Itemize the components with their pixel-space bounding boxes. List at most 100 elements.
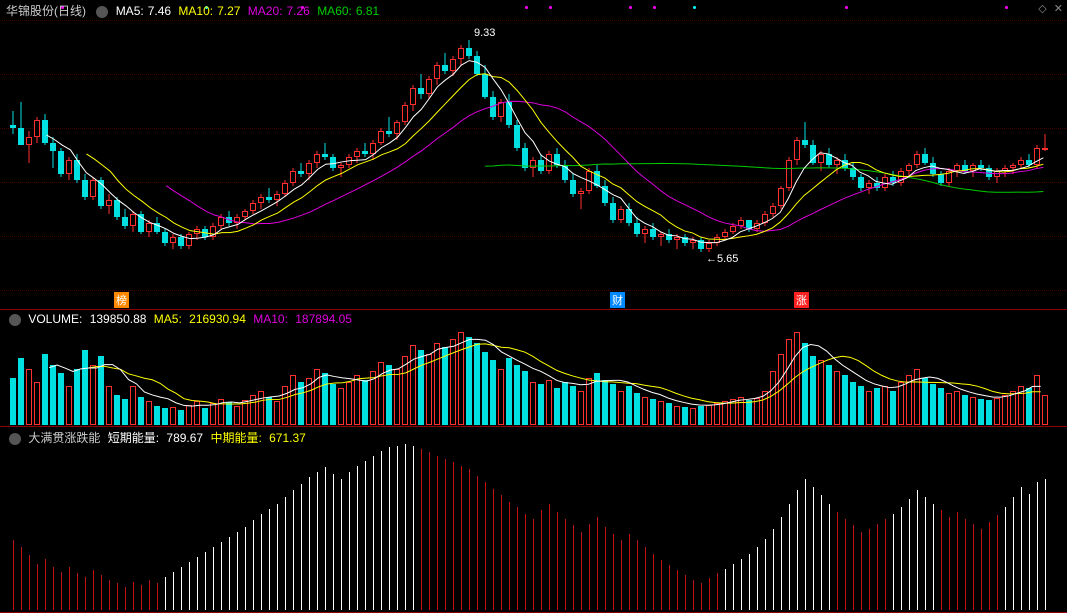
candle [946,0,952,309]
candle [898,0,904,309]
volume-bar [74,369,80,425]
candle [258,0,264,309]
candle [858,0,864,309]
candle [914,0,920,309]
volume-bar [642,397,648,425]
candle [778,0,784,309]
energy-bar [141,585,142,610]
eye-icon[interactable] [9,314,21,326]
candle [986,0,992,309]
candle [442,0,448,309]
candle [842,0,848,309]
candle [242,0,248,309]
volume-panel[interactable]: VOLUME: 139850.88 MA5: 216930.94 MA10: 1… [0,310,1067,427]
energy-bar [61,572,62,610]
energy-bar [1029,494,1030,610]
volume-bar [962,395,968,425]
candle [634,0,640,309]
energy-bar [21,547,22,610]
volume-bar [306,378,312,425]
candle [106,0,112,309]
candle [610,0,616,309]
candle [642,0,648,309]
energy-bar [717,573,718,610]
energy-bar [565,519,566,610]
energy-mid-value: 671.37 [269,431,306,445]
volume-bar [330,384,336,425]
candle [530,0,536,309]
candle [970,0,976,309]
energy-bar [917,490,918,610]
volume-bar [746,400,752,425]
energy-bar [693,580,694,610]
candle [114,0,120,309]
volume-bar [986,400,992,425]
volume-bar [66,386,72,425]
volume-bar [554,388,560,425]
energy-bar [685,575,686,610]
energy-bar [333,474,334,610]
energy-bar [173,572,174,610]
volume-bar [362,380,368,425]
energy-bar [365,461,366,610]
candle [226,0,232,309]
volume-bar [530,382,536,425]
energy-bar [757,547,758,610]
volume-bar [138,397,144,425]
candle [754,0,760,309]
volume-bar [714,403,720,425]
volume-bar [42,354,48,425]
energy-bar [461,466,462,610]
candle [554,0,560,309]
vol-ma5-label: MA5: [154,312,182,326]
volume-bar [522,371,528,425]
volume-bar [210,403,216,425]
volume-bar [546,380,552,425]
energy-bar [389,447,390,610]
energy-bar [101,575,102,610]
energy-panel[interactable]: 大满贯涨跌能 短期能量: 789.67 中期能量: 671.37 [0,427,1067,613]
eye-icon[interactable] [9,433,21,445]
candle [314,0,320,309]
energy-bar [677,570,678,610]
candle [66,0,72,309]
energy-bar [973,524,974,610]
candle [266,0,272,309]
energy-bar [733,564,734,610]
candle [218,0,224,309]
energy-bar [381,451,382,610]
candle [282,0,288,309]
volume-bar [258,391,264,425]
candle [882,0,888,309]
volume-bar [26,369,32,425]
candle [1002,0,1008,309]
volume-bar [626,386,632,425]
volume-bar [218,399,224,425]
energy-bar [597,517,598,610]
volume-bar [674,406,680,425]
candle [434,0,440,309]
volume-bar [490,360,496,425]
candle [578,0,584,309]
energy-bar [781,517,782,610]
candle [690,0,696,309]
candle [306,0,312,309]
candle [698,0,704,309]
energy-bar [453,462,454,610]
candle [338,0,344,309]
candle [906,0,912,309]
eye-icon[interactable] [96,6,108,18]
energy-bars [0,427,1067,612]
energy-bar [949,517,950,610]
energy-short-label: 短期能量: [108,431,159,445]
candlestick-layer [0,0,1067,309]
energy-bar [517,507,518,610]
candle [826,0,832,309]
candle [570,0,576,309]
volume-value: 139850.88 [90,312,147,326]
volume-bar [842,375,848,425]
price-chart-panel[interactable]: 华锦股份(日线) MA5:7.46 MA10:7.27 MA20:7.26 MA… [0,0,1067,310]
energy-bar [341,479,342,610]
energy-bar [877,524,878,610]
candle [762,0,768,309]
